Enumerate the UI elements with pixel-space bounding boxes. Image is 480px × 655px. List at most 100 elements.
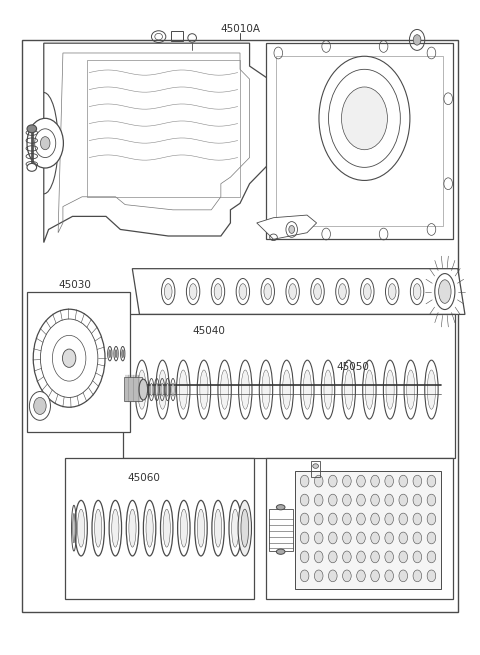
Ellipse shape [365, 370, 373, 409]
Circle shape [413, 513, 421, 525]
Ellipse shape [232, 509, 239, 547]
Bar [65, 458, 254, 599]
Ellipse shape [95, 509, 102, 547]
Circle shape [314, 551, 323, 563]
Circle shape [371, 570, 379, 582]
Ellipse shape [239, 284, 247, 299]
Circle shape [341, 87, 387, 150]
Circle shape [357, 513, 365, 525]
Circle shape [300, 551, 309, 563]
Ellipse shape [439, 280, 451, 303]
Circle shape [385, 570, 394, 582]
Ellipse shape [200, 370, 208, 409]
Ellipse shape [27, 164, 36, 172]
Circle shape [34, 398, 46, 415]
Circle shape [27, 119, 63, 168]
Circle shape [328, 476, 337, 487]
Ellipse shape [138, 370, 146, 409]
Circle shape [314, 570, 323, 582]
Circle shape [371, 476, 379, 487]
Circle shape [427, 532, 436, 544]
Circle shape [328, 513, 337, 525]
Ellipse shape [73, 514, 75, 543]
Ellipse shape [324, 370, 332, 409]
Ellipse shape [338, 284, 346, 299]
Ellipse shape [388, 284, 396, 299]
Text: 45030: 45030 [59, 280, 91, 290]
Ellipse shape [112, 509, 119, 547]
Ellipse shape [150, 383, 153, 396]
Ellipse shape [109, 350, 111, 358]
Circle shape [300, 570, 309, 582]
Ellipse shape [129, 509, 136, 547]
Circle shape [399, 532, 408, 544]
Bar [269, 508, 293, 551]
Circle shape [357, 532, 365, 544]
Circle shape [357, 494, 365, 506]
Circle shape [427, 551, 436, 563]
Circle shape [371, 532, 379, 544]
Ellipse shape [427, 370, 435, 409]
Polygon shape [44, 43, 269, 242]
Circle shape [371, 494, 379, 506]
Circle shape [300, 494, 309, 506]
Ellipse shape [289, 284, 297, 299]
Ellipse shape [161, 383, 163, 396]
Circle shape [328, 551, 337, 563]
Circle shape [314, 532, 323, 544]
Circle shape [289, 225, 295, 233]
Circle shape [413, 476, 421, 487]
Circle shape [343, 513, 351, 525]
Bar [170, 31, 182, 41]
Circle shape [427, 570, 436, 582]
Circle shape [29, 392, 50, 421]
Circle shape [343, 551, 351, 563]
Circle shape [314, 494, 323, 506]
Bar [266, 458, 453, 599]
Circle shape [413, 551, 421, 563]
Ellipse shape [345, 370, 353, 409]
Circle shape [427, 476, 436, 487]
Ellipse shape [264, 284, 272, 299]
Ellipse shape [164, 284, 172, 299]
Circle shape [357, 551, 365, 563]
Text: 45040: 45040 [192, 326, 225, 336]
Bar [27, 291, 130, 432]
Circle shape [413, 570, 421, 582]
Circle shape [319, 56, 410, 180]
Text: 45050: 45050 [336, 362, 369, 372]
Circle shape [343, 570, 351, 582]
Ellipse shape [386, 370, 394, 409]
Text: 45010A: 45010A [220, 24, 260, 34]
Ellipse shape [158, 370, 167, 409]
Circle shape [33, 309, 105, 407]
Circle shape [371, 551, 379, 563]
Circle shape [343, 532, 351, 544]
Ellipse shape [262, 370, 270, 409]
Ellipse shape [179, 370, 187, 409]
Circle shape [385, 532, 394, 544]
Circle shape [413, 532, 421, 544]
Circle shape [385, 476, 394, 487]
Ellipse shape [241, 509, 249, 547]
Ellipse shape [276, 549, 285, 554]
Ellipse shape [314, 284, 322, 299]
Circle shape [427, 513, 436, 525]
Circle shape [399, 494, 408, 506]
Ellipse shape [363, 284, 371, 299]
Circle shape [300, 513, 309, 525]
Ellipse shape [413, 284, 421, 299]
Ellipse shape [407, 370, 415, 409]
Bar [295, 472, 441, 589]
Bar [22, 40, 458, 612]
Ellipse shape [215, 509, 222, 547]
Ellipse shape [156, 383, 158, 396]
Ellipse shape [313, 464, 319, 468]
Ellipse shape [115, 350, 117, 358]
Circle shape [399, 513, 408, 525]
Bar [311, 462, 321, 477]
Polygon shape [266, 43, 453, 239]
Circle shape [399, 570, 408, 582]
Ellipse shape [77, 509, 84, 547]
Ellipse shape [163, 509, 170, 547]
